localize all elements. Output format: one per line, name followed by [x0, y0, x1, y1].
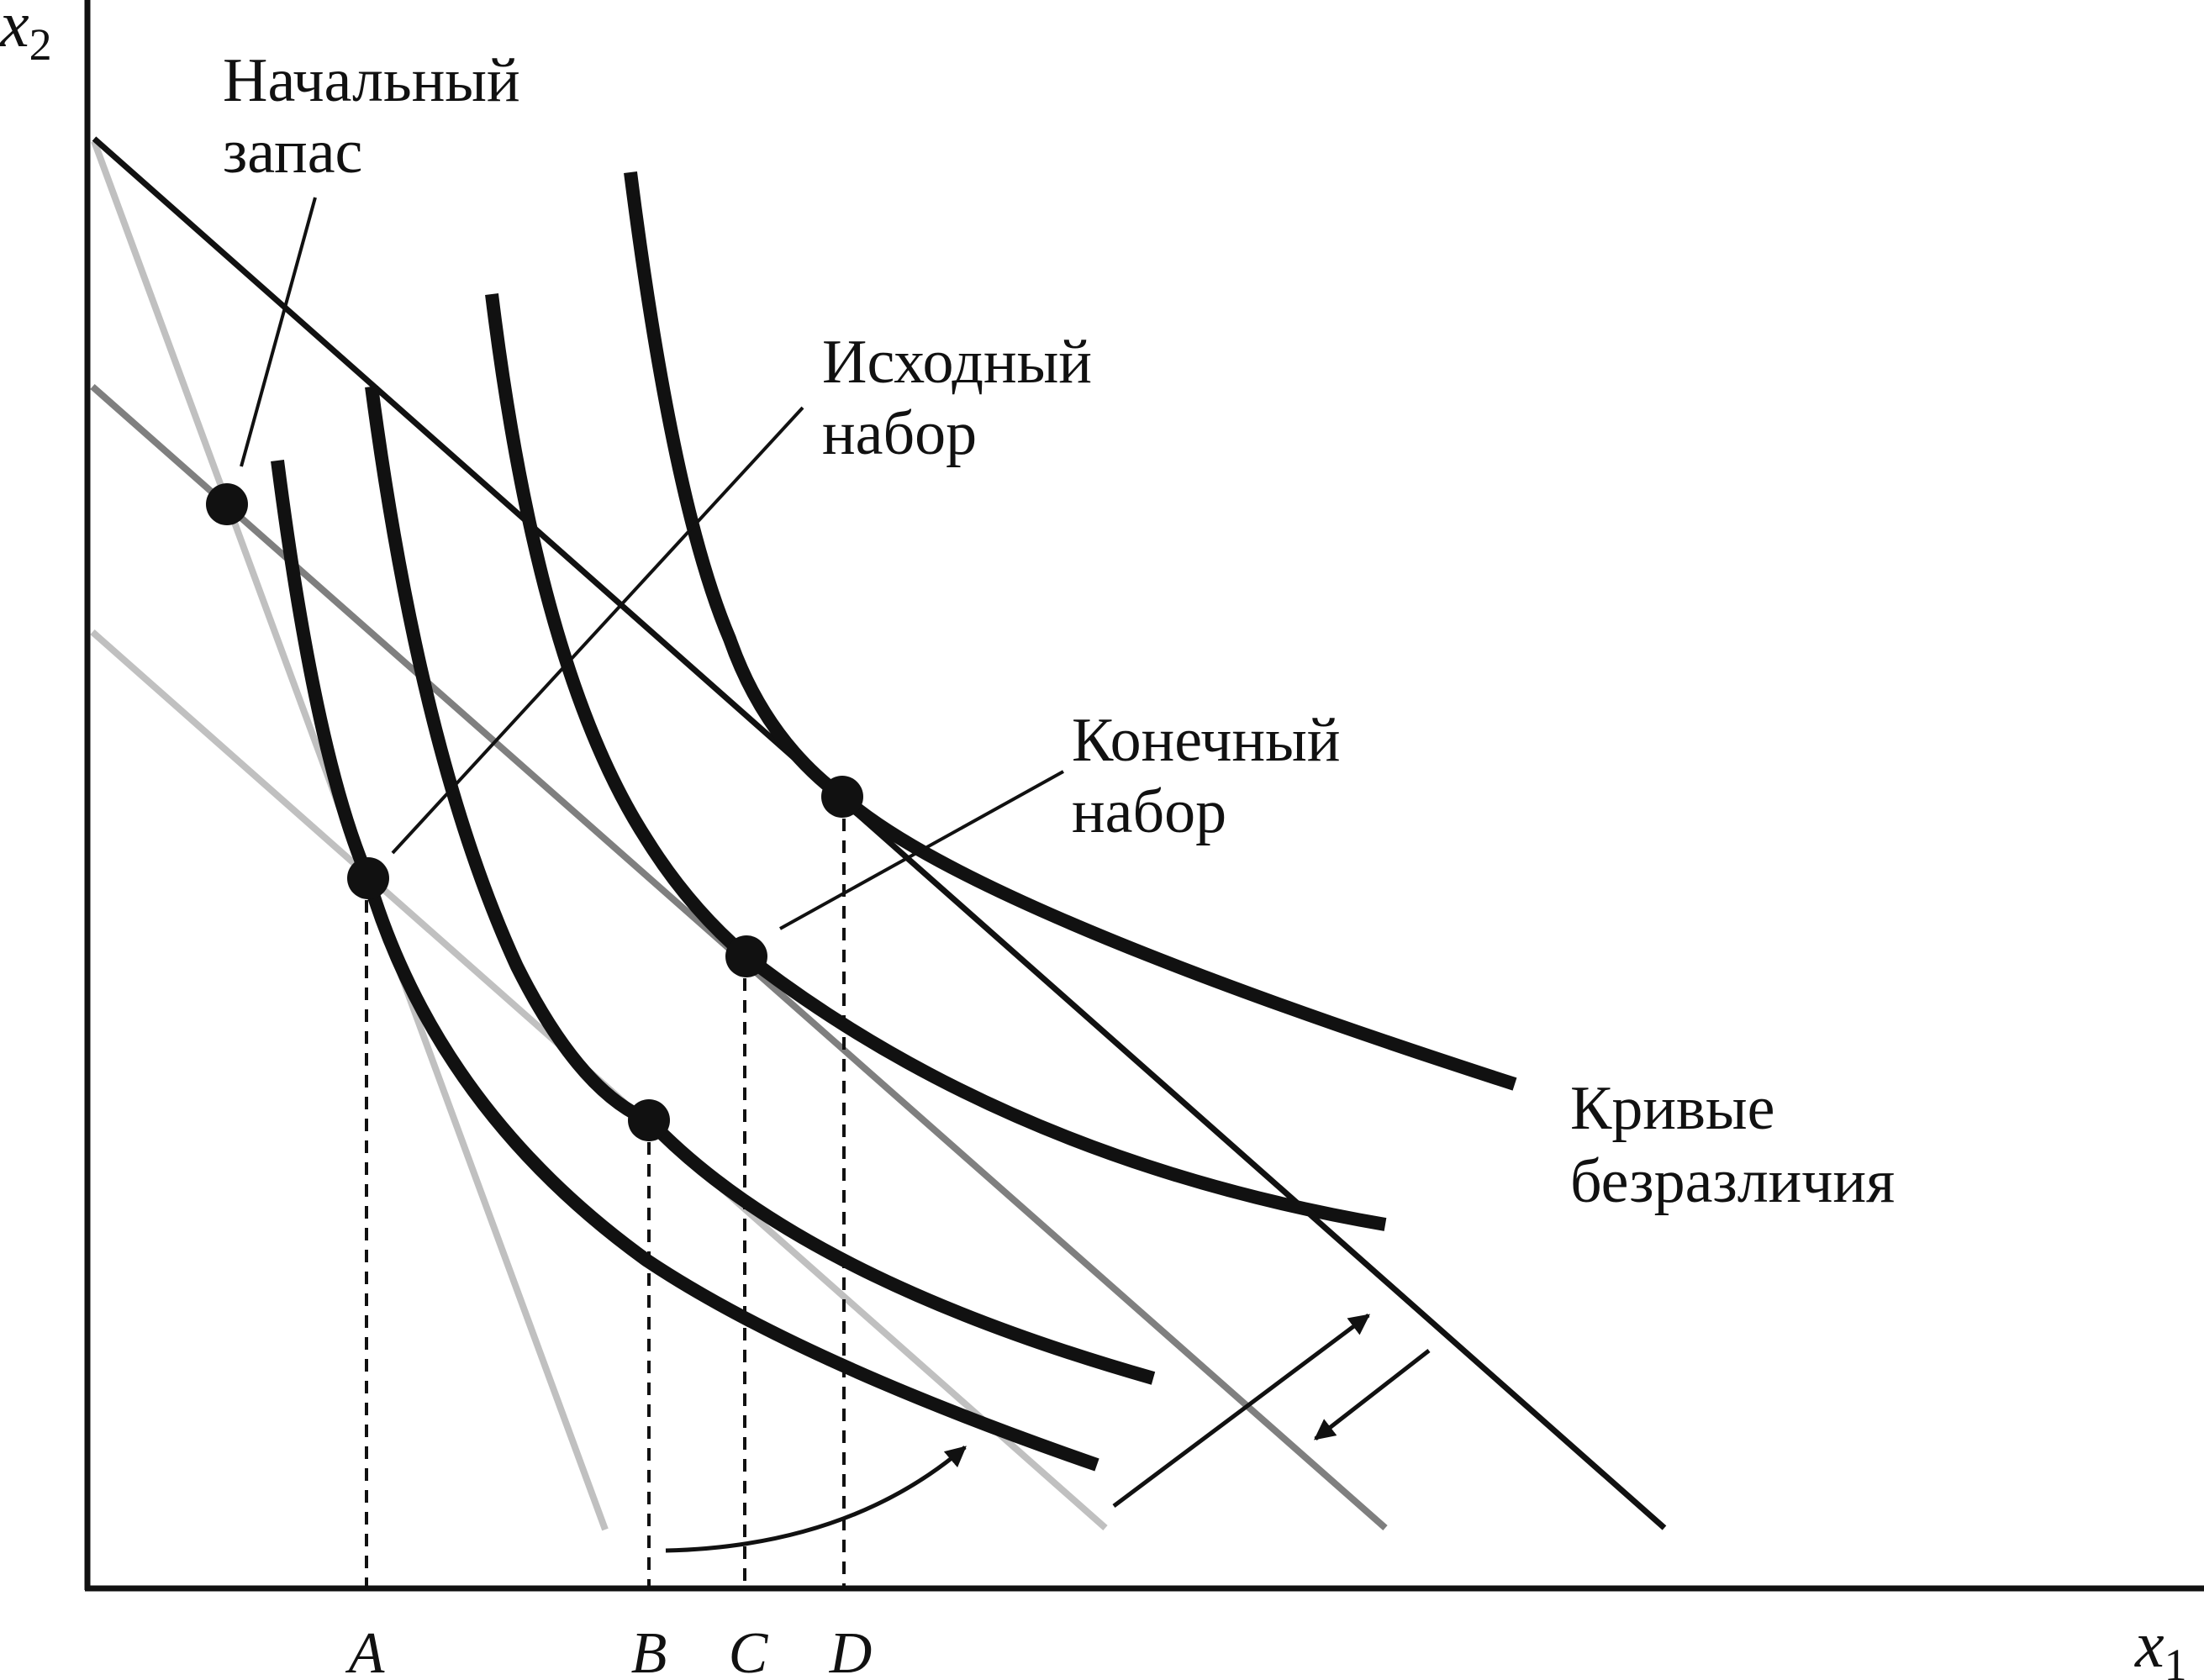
x-tick-c: C	[729, 1621, 769, 1680]
indifference-curve-4	[624, 171, 1517, 1091]
original-bundle-point	[347, 857, 389, 899]
y-axis-label: x2	[0, 0, 52, 70]
final-bundle-point	[821, 776, 863, 818]
budget-line-final	[92, 136, 1667, 1530]
final-bundle-label-line2: набор	[1072, 777, 1226, 846]
point-c	[725, 935, 767, 977]
x-tick-d: D	[829, 1621, 873, 1680]
leader-final-bundle	[779, 770, 1064, 930]
rotation-arrow	[665, 1446, 967, 1553]
indifference-curve-2	[365, 385, 1156, 1385]
final-bundle-label-line1: Конечный	[1072, 706, 1340, 775]
indifference-curve-1	[271, 459, 1099, 1472]
indifference-curves-label-line2: безразличия	[1570, 1147, 1895, 1216]
endowment-point	[206, 483, 248, 525]
endowment-label-line1: Начальный	[223, 46, 520, 115]
leader-endowment	[240, 197, 317, 467]
original-bundle-label-line2: набор	[822, 399, 977, 468]
x-tick-b: B	[631, 1621, 667, 1680]
x-tick-a: A	[345, 1621, 385, 1680]
indifference-curve-3	[485, 293, 1387, 1231]
leader-original-bundle	[391, 406, 804, 855]
original-bundle-label-line1: Исходный	[822, 328, 1092, 397]
shift-out-arrow	[1112, 1313, 1371, 1509]
endowment-label-line2: запас	[223, 118, 362, 187]
shift-in-arrow	[1314, 1349, 1431, 1440]
point-b	[628, 1099, 670, 1141]
x-axis-label: x1	[2134, 1608, 2187, 1680]
indifference-curves-label-line1: Кривые	[1570, 1074, 1774, 1143]
